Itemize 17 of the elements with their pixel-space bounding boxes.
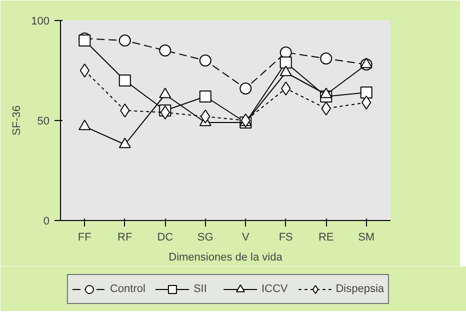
- x-tick-label: DC: [157, 232, 174, 244]
- x-tick-label: RF: [118, 232, 133, 244]
- x-tick-label: V: [242, 232, 250, 244]
- legend-label: ICCV: [261, 282, 288, 294]
- y-tick-label: 0: [43, 216, 50, 228]
- x-axis-title: Dimensiones de la vida: [168, 252, 284, 264]
- x-tick-label: FS: [278, 232, 293, 244]
- legend-label: Dispepsia: [336, 282, 384, 294]
- x-tick-label: SM: [358, 232, 375, 244]
- x-tick-label: SG: [197, 232, 214, 244]
- legend-label: Control: [110, 282, 146, 294]
- y-tick-label: 100: [31, 16, 50, 28]
- x-tick-label: RE: [318, 232, 334, 244]
- y-tick-label: 50: [37, 116, 50, 128]
- x-tick-label: FF: [78, 232, 92, 244]
- y-axis-title: SF-36: [11, 106, 24, 136]
- legend-label: SII: [193, 282, 208, 294]
